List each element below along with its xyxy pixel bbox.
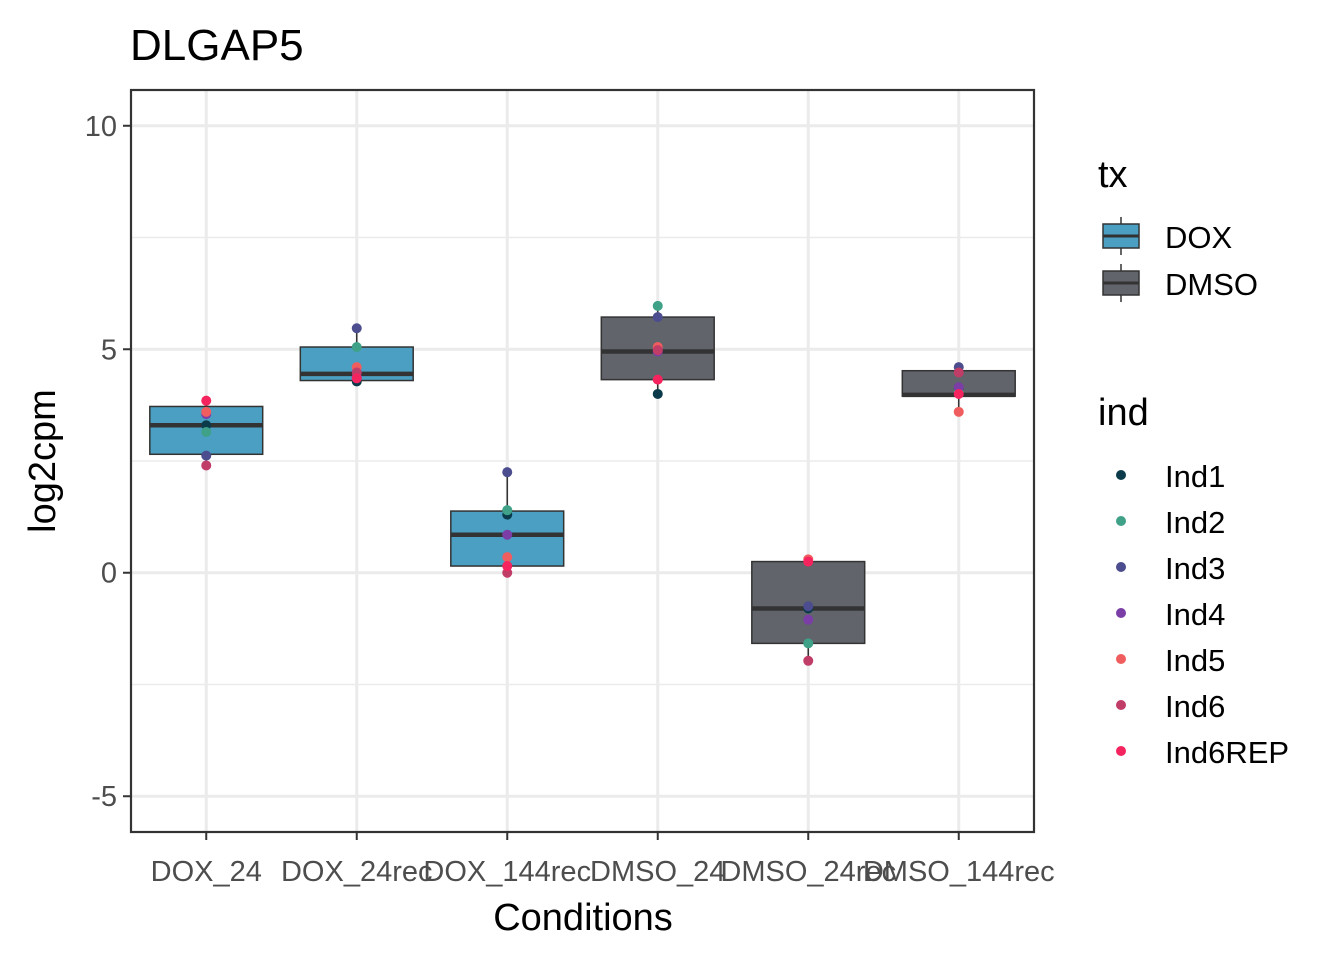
x-tick-label: DMSO_144rec — [863, 856, 1055, 888]
legend-ind-dot — [1116, 516, 1126, 526]
legend-ind-label: Ind4 — [1165, 597, 1225, 632]
chart-title: DLGAP5 — [130, 21, 304, 70]
data-point — [351, 373, 362, 384]
gridlines — [131, 90, 1034, 832]
data-point — [652, 300, 663, 311]
data-point — [803, 655, 814, 666]
data-point — [803, 556, 814, 567]
x-tick-label: DOX_24rec — [281, 856, 433, 888]
legend-tx: tx DOX DMSO — [1098, 154, 1258, 302]
data-point — [803, 638, 814, 649]
legend-ind-dot — [1116, 562, 1126, 572]
data-point — [502, 505, 513, 516]
data-point — [351, 323, 362, 334]
data-point — [953, 406, 964, 417]
x-axis-title: Conditions — [493, 897, 673, 939]
data-point — [652, 345, 663, 356]
legend-ind-dot — [1116, 654, 1126, 664]
y-tick-label: -5 — [91, 781, 117, 813]
data-point — [201, 395, 212, 406]
legend-tx-label: DOX — [1165, 220, 1233, 255]
data-point — [502, 561, 513, 572]
data-point — [502, 467, 513, 478]
x-axis: DOX_24 DOX_24recDOX_144recDMSO_24DMSO_24r… — [151, 832, 1055, 888]
data-point — [351, 342, 362, 353]
x-tick-label: DMSO_24 — [590, 856, 725, 888]
legend-ind-label: Ind3 — [1165, 551, 1225, 586]
data-point — [652, 312, 663, 323]
legend-ind-label: Ind5 — [1165, 643, 1225, 678]
y-tick-label: 0 — [101, 558, 117, 590]
legend-ind-dot — [1116, 746, 1126, 756]
x-tick-label: DOX_144rec — [423, 856, 591, 888]
data-point — [953, 367, 964, 378]
y-axis-title: log2cpm — [22, 389, 64, 533]
legend-tx-label: DMSO — [1165, 267, 1258, 302]
data-point — [803, 601, 814, 612]
y-tick-label: 5 — [101, 334, 117, 366]
point-group — [201, 300, 964, 666]
data-point — [652, 388, 663, 399]
data-point — [201, 450, 212, 461]
data-point — [652, 374, 663, 385]
legend-ind-label: Ind1 — [1165, 459, 1225, 494]
x-tick-label: DMSO_24rec — [720, 856, 896, 888]
legend-ind-dot — [1116, 608, 1126, 618]
legend-ind-label: Ind6REP — [1165, 735, 1289, 770]
plot-panel-border — [129, 88, 1036, 834]
legend-ind: ind Ind1 Ind2 Ind3 Ind4 Ind5 Ind6 Ind6REP — [1098, 392, 1289, 770]
data-point — [502, 552, 513, 563]
data-point — [803, 614, 814, 625]
legend-ind-dot — [1116, 470, 1126, 480]
legend-tx-title: tx — [1098, 154, 1128, 196]
legend-ind-label: Ind2 — [1165, 505, 1225, 540]
data-point — [953, 388, 964, 399]
data-point — [201, 460, 212, 471]
box-DMSO_24rec — [751, 560, 866, 645]
legend-ind-dot — [1116, 700, 1126, 710]
legend-ind-title: ind — [1098, 392, 1149, 434]
data-point — [502, 529, 513, 540]
data-point — [201, 406, 212, 417]
data-point — [201, 426, 212, 437]
y-tick-label: 10 — [85, 111, 117, 143]
legend-ind-label: Ind6 — [1165, 689, 1225, 724]
x-tick-label: DOX_24 — [151, 856, 262, 888]
y-axis: -5 0 5 10 — [85, 111, 131, 813]
